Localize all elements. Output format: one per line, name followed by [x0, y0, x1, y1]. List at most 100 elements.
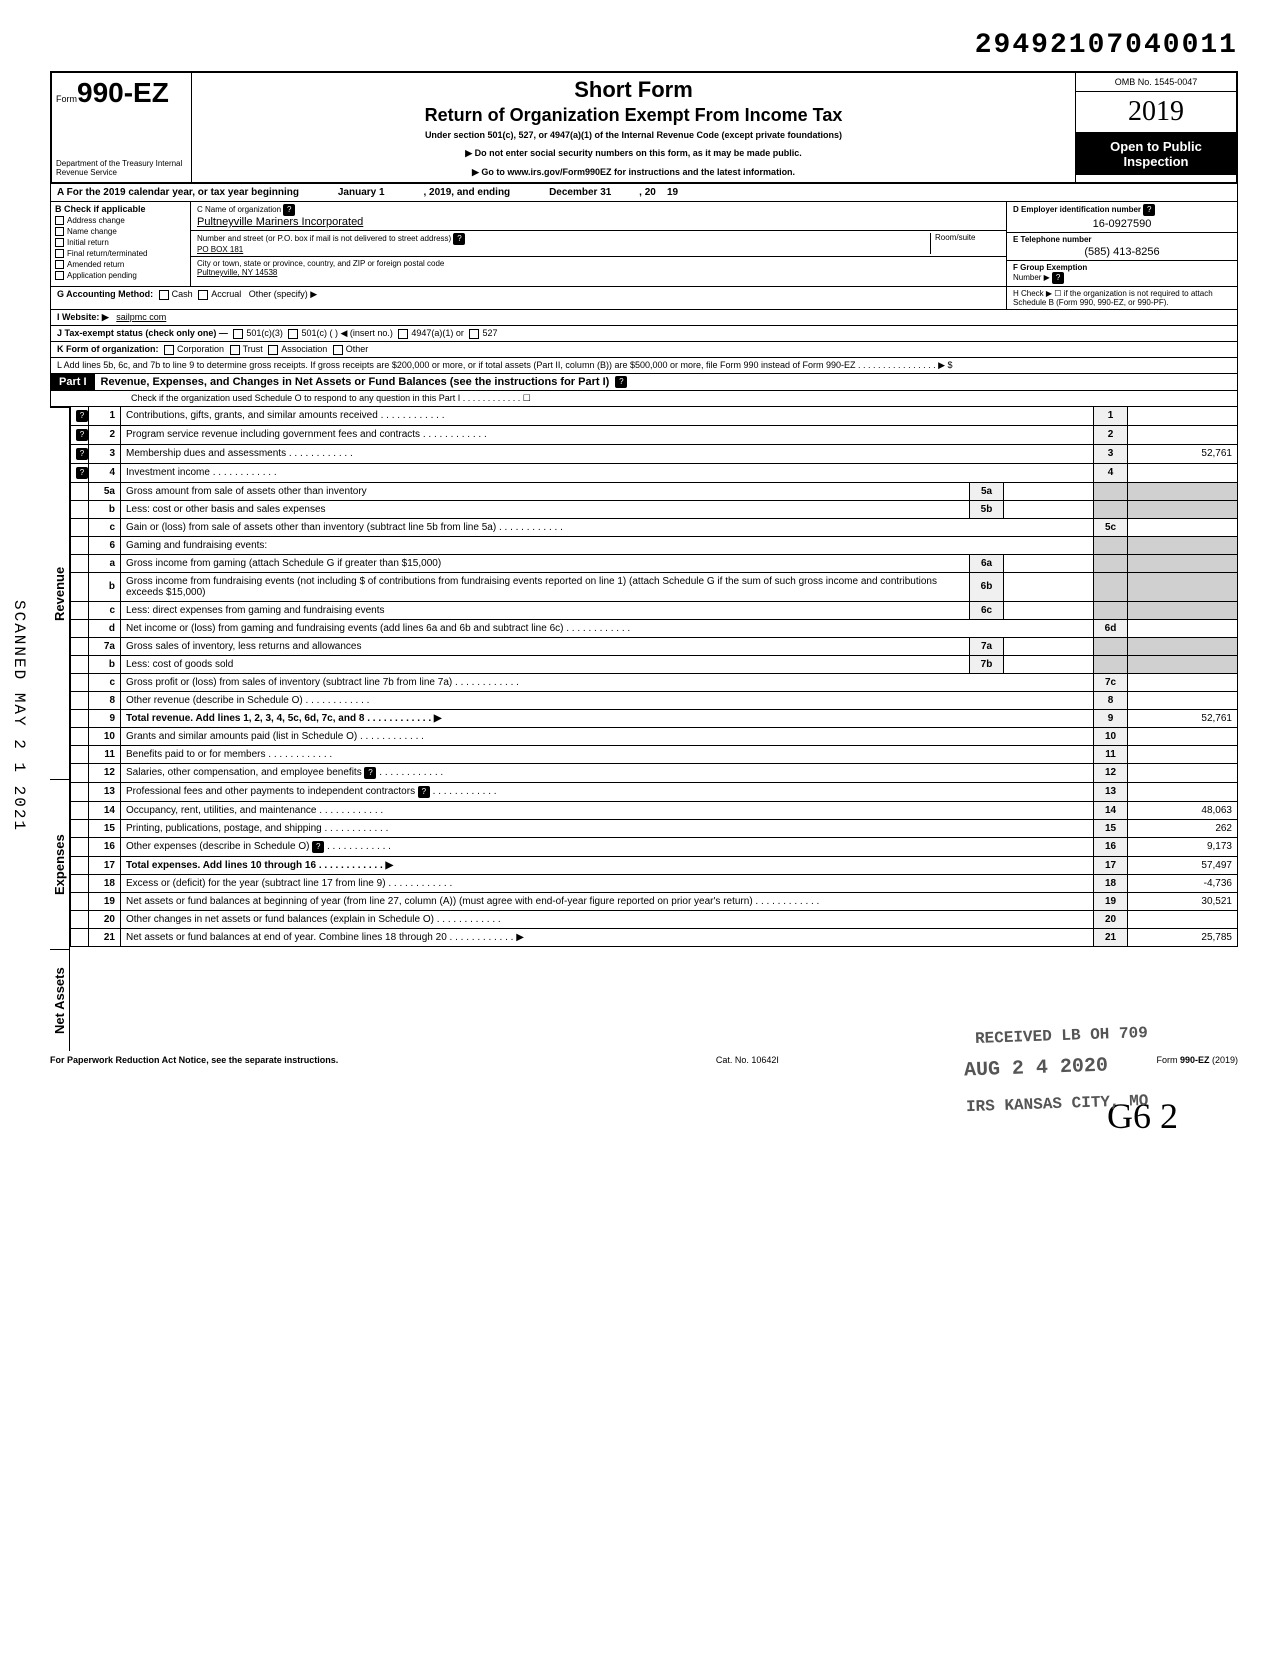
help-icon[interactable]: ?: [1052, 272, 1064, 284]
line-desc: Other expenses (describe in Schedule O) …: [121, 837, 1094, 856]
table-row: 20Other changes in net assets or fund ba…: [71, 910, 1238, 928]
j-opt: 4947(a)(1) or: [411, 328, 464, 338]
line-value: -4,736: [1128, 874, 1238, 892]
line-desc: Program service revenue including govern…: [121, 425, 1094, 444]
control-number: 29492107040011: [50, 30, 1238, 61]
line-value: 52,761: [1128, 709, 1238, 727]
line-number: 5a: [89, 482, 121, 500]
k-opt: Trust: [243, 344, 263, 354]
section-de: D Employer identification number ? 16-09…: [1007, 202, 1237, 286]
cb-501c[interactable]: [288, 329, 298, 339]
help-col: ?: [71, 463, 89, 482]
line-desc: Printing, publications, postage, and shi…: [121, 819, 1094, 837]
cb-501c3[interactable]: [233, 329, 243, 339]
table-row: ?3Membership dues and assessments . . . …: [71, 444, 1238, 463]
line-desc: Less: direct expenses from gaming and fu…: [121, 601, 970, 619]
addr-label: Number and street (or P.O. box if mail i…: [197, 234, 451, 243]
line-desc: Total revenue. Add lines 1, 2, 3, 4, 5c,…: [121, 709, 1094, 727]
section-c: C Name of organization ? Pultneyville Ma…: [191, 202, 1007, 286]
table-row: cGross profit or (loss) from sales of in…: [71, 673, 1238, 691]
section-j-label: J Tax-exempt status (check only one) —: [57, 328, 228, 338]
table-row: bLess: cost or other basis and sales exp…: [71, 500, 1238, 518]
help-col: ?: [71, 407, 89, 426]
shaded-cell: [1128, 554, 1238, 572]
cb-final-return[interactable]: [55, 249, 64, 258]
help-col: ?: [71, 425, 89, 444]
cb-4947[interactable]: [398, 329, 408, 339]
line-number: 18: [89, 874, 121, 892]
goto-note: ▶ Go to www.irs.gov/Form990EZ for instru…: [202, 167, 1065, 178]
sub-line-number: 5b: [970, 500, 1004, 518]
help-icon[interactable]: ?: [283, 204, 295, 216]
table-row: 16Other expenses (describe in Schedule O…: [71, 837, 1238, 856]
cb-amended-return[interactable]: [55, 260, 64, 269]
phone-value: (585) 413-8256: [1013, 246, 1231, 258]
form-header: Form 990-EZ Department of the Treasury I…: [50, 71, 1238, 184]
line-number: b: [89, 572, 121, 601]
title-sub: Return of Organization Exempt From Incom…: [202, 105, 1065, 126]
help-icon[interactable]: ?: [312, 841, 324, 853]
help-col: [71, 554, 89, 572]
help-col: [71, 536, 89, 554]
cb-trust[interactable]: [230, 345, 240, 355]
line-value: 52,761: [1128, 444, 1238, 463]
line-number: 8: [89, 691, 121, 709]
line-value: [1128, 691, 1238, 709]
line-desc: Gross amount from sale of assets other t…: [121, 482, 970, 500]
line-desc: Gross income from fundraising events (no…: [121, 572, 970, 601]
stamp-date: AUG 2 4 2020: [964, 1054, 1109, 1082]
help-icon[interactable]: ?: [418, 786, 430, 798]
help-col: [71, 856, 89, 874]
cb-other[interactable]: [333, 345, 343, 355]
cb-527[interactable]: [469, 329, 479, 339]
help-col: [71, 819, 89, 837]
cb-accrual[interactable]: [198, 290, 208, 300]
right-line-number: 16: [1094, 837, 1128, 856]
cb-application-pending[interactable]: [55, 271, 64, 280]
cb-initial-return[interactable]: [55, 238, 64, 247]
line-number: 20: [89, 910, 121, 928]
addr-value: PO BOX 181: [197, 245, 243, 254]
cb-cash[interactable]: [159, 290, 169, 300]
cb-association[interactable]: [268, 345, 278, 355]
line-a-start: January 1: [338, 187, 385, 198]
section-b-label: B Check if applicable: [55, 204, 186, 214]
line-number: 12: [89, 763, 121, 782]
help-col: [71, 745, 89, 763]
sub-value: [1004, 637, 1094, 655]
right-line-number: 3: [1094, 444, 1128, 463]
help-col: [71, 801, 89, 819]
city-value: Pultneyville, NY 14538: [197, 268, 277, 277]
cb-corporation[interactable]: [164, 345, 174, 355]
line-desc: Other changes in net assets or fund bala…: [121, 910, 1094, 928]
k-opt: Corporation: [177, 344, 224, 354]
section-note: Under section 501(c), 527, or 4947(a)(1)…: [202, 130, 1065, 140]
right-line-number: 10: [1094, 727, 1128, 745]
help-icon[interactable]: ?: [453, 233, 465, 245]
help-icon[interactable]: ?: [76, 467, 88, 479]
help-icon[interactable]: ?: [76, 410, 88, 422]
help-icon[interactable]: ?: [364, 767, 376, 779]
cb-name-change[interactable]: [55, 227, 64, 236]
line-value: [1128, 745, 1238, 763]
help-icon[interactable]: ?: [615, 376, 627, 388]
shaded-cell: [1128, 482, 1238, 500]
help-icon[interactable]: ?: [1143, 204, 1155, 216]
right-line-number: 1: [1094, 407, 1128, 426]
line-number: c: [89, 601, 121, 619]
line-desc: Occupancy, rent, utilities, and maintena…: [121, 801, 1094, 819]
help-col: [71, 709, 89, 727]
cb-address-change[interactable]: [55, 216, 64, 225]
line-a: A For the 2019 calendar year, or tax yea…: [50, 184, 1238, 202]
line-a-end: December 31: [549, 187, 611, 198]
sub-value: [1004, 500, 1094, 518]
shaded-cell: [1128, 500, 1238, 518]
line-desc: Gaming and fundraising events:: [121, 536, 1094, 554]
line-number: d: [89, 619, 121, 637]
help-icon[interactable]: ?: [76, 448, 88, 460]
part1-checknote: Check if the organization used Schedule …: [50, 391, 1238, 407]
help-icon[interactable]: ?: [76, 429, 88, 441]
cb-label: Amended return: [67, 260, 124, 269]
help-col: [71, 892, 89, 910]
right-line-number: 8: [1094, 691, 1128, 709]
